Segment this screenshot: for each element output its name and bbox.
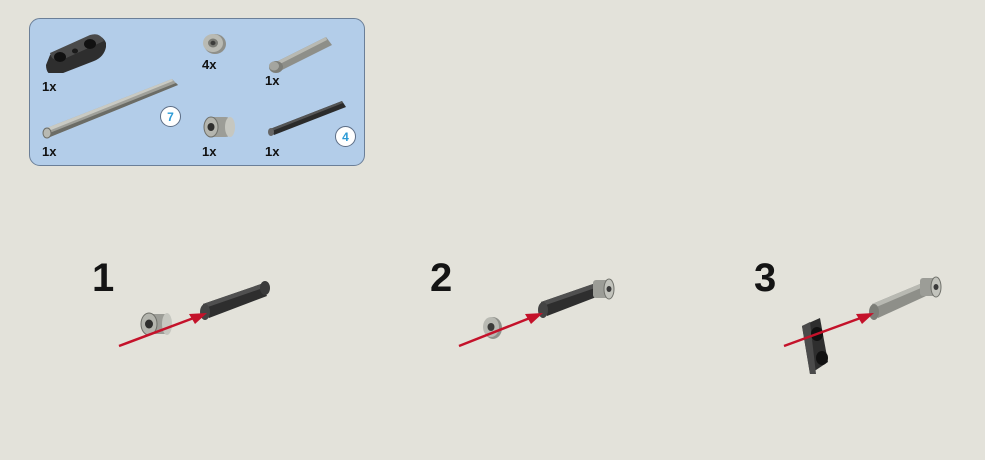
bush-quantity: 4x bbox=[202, 57, 217, 72]
step-2-number: 2 bbox=[430, 256, 453, 300]
long-axle-length-badge: 7 bbox=[160, 106, 181, 127]
step-3-number: 3 bbox=[754, 256, 777, 300]
step-2-illustration bbox=[458, 278, 615, 348]
bush-icon bbox=[203, 34, 226, 54]
beam-connector-quantity: 1x bbox=[42, 79, 57, 94]
short-axle-icon bbox=[269, 37, 332, 73]
short-axle-quantity: 1x bbox=[265, 73, 280, 88]
axle-black-icon bbox=[268, 101, 346, 136]
step-3-illustration bbox=[783, 276, 942, 374]
half-bush-small-quantity: 1x bbox=[202, 144, 217, 159]
long-axle-icon bbox=[42, 79, 178, 139]
step-1-illustration bbox=[118, 281, 270, 348]
axle-black-quantity: 1x bbox=[265, 144, 280, 159]
beam-connector-icon bbox=[46, 34, 106, 73]
parts-list-panel: 1x 1x 7 4x 1x 1x 1x 4 bbox=[29, 18, 365, 166]
half-bush-small-icon bbox=[203, 116, 235, 138]
step-1-number: 1 bbox=[92, 256, 115, 300]
axle-black-length-badge: 4 bbox=[335, 126, 356, 147]
long-axle-quantity: 1x bbox=[42, 144, 57, 159]
